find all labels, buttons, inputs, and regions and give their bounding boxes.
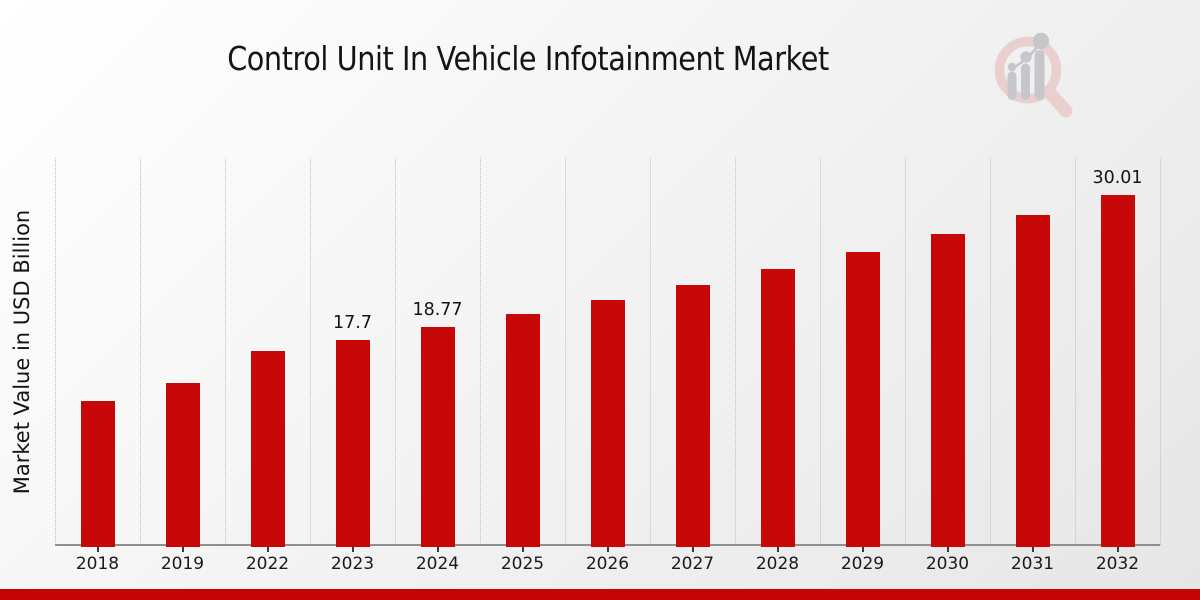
gridline <box>395 158 396 545</box>
x-tick-label-2027: 2027 <box>670 554 715 574</box>
chart-title: Control Unit In Vehicle Infotainment Mar… <box>227 39 829 78</box>
plot-area: 2018 2019 2022 17.7 2023 18.77 2024 2025 2026 202… <box>55 158 1161 574</box>
x-tick-label-2032: 2032 <box>1095 554 1140 574</box>
x-tick-label-2023: 2023 <box>330 554 375 574</box>
gridline <box>55 158 56 545</box>
x-tick <box>266 547 269 552</box>
bar-value-label-2024: 18.77 <box>412 300 463 321</box>
y-axis-label: Market Value in USD Billion <box>10 209 34 495</box>
x-tick <box>946 547 949 552</box>
bar-value-label-2023: 17.7 <box>333 312 372 333</box>
x-tick <box>96 547 99 552</box>
x-tick-label-2026: 2026 <box>585 554 630 574</box>
x-tick-label-2028: 2028 <box>755 554 800 574</box>
bar-2019 <box>165 383 200 547</box>
x-tick <box>1031 547 1034 552</box>
gridline <box>905 158 906 545</box>
bar-2028 <box>760 269 795 547</box>
gridline <box>650 158 651 545</box>
bar-value-label-2032: 30.01 <box>1092 168 1143 189</box>
x-tick-label-2018: 2018 <box>75 554 120 574</box>
x-tick <box>1116 547 1119 552</box>
bar-2027 <box>675 284 710 547</box>
x-tick-label-2022: 2022 <box>245 554 290 574</box>
x-tick <box>861 547 864 552</box>
bar-2022 <box>250 351 285 547</box>
gridline <box>990 158 991 545</box>
x-tick <box>776 547 779 552</box>
gridline <box>225 158 226 545</box>
bar-2018 <box>80 400 115 547</box>
x-tick <box>436 547 439 552</box>
x-tick <box>181 547 184 552</box>
bar-2025 <box>505 313 540 547</box>
gridline <box>565 158 566 545</box>
x-tick <box>691 547 694 552</box>
x-tick <box>606 547 609 552</box>
gridline <box>820 158 821 545</box>
gridline <box>480 158 481 545</box>
bar-2031 <box>1015 214 1050 547</box>
x-tick-label-2029: 2029 <box>840 554 885 574</box>
x-tick-label-2025: 2025 <box>500 554 545 574</box>
bar-2023 <box>335 339 370 547</box>
gridline <box>310 158 311 545</box>
gridline <box>1160 158 1161 545</box>
x-tick-label-2031: 2031 <box>1010 554 1055 574</box>
x-tick-label-2030: 2030 <box>925 554 970 574</box>
bar-2029 <box>845 252 880 547</box>
bar-2026 <box>590 299 625 547</box>
gridline <box>1075 158 1076 545</box>
bar-2024 <box>420 327 455 547</box>
x-tick-label-2024: 2024 <box>415 554 460 574</box>
bar-2030 <box>930 234 965 547</box>
bar-2032 <box>1100 195 1135 547</box>
market-research-future-logo-icon <box>994 32 1073 118</box>
x-tick <box>351 547 354 552</box>
gridline <box>735 158 736 545</box>
x-tick <box>521 547 524 552</box>
gridline <box>140 158 141 545</box>
bottom-banner <box>0 589 1200 600</box>
x-tick-label-2019: 2019 <box>160 554 205 574</box>
